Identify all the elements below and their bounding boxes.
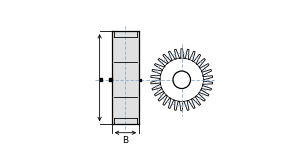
Polygon shape [151,49,213,111]
Circle shape [149,48,214,112]
Bar [100,79,102,81]
Text: B: B [122,136,128,145]
Polygon shape [112,31,139,124]
Bar [109,79,112,81]
Circle shape [173,71,190,88]
Bar [140,79,141,81]
